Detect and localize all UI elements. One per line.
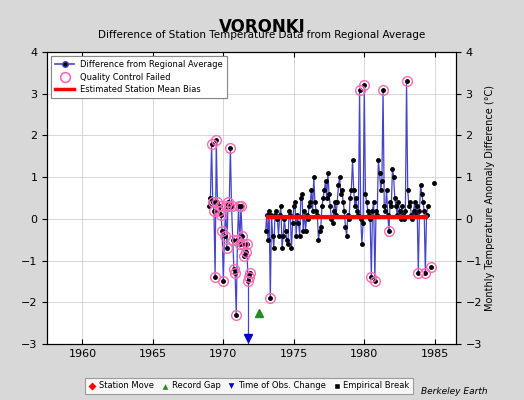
Y-axis label: Monthly Temperature Anomaly Difference (°C): Monthly Temperature Anomaly Difference (… [485,85,495,311]
Text: Difference of Station Temperature Data from Regional Average: Difference of Station Temperature Data f… [99,30,425,40]
Text: VORONKI: VORONKI [219,18,305,36]
Legend: Station Move, Record Gap, Time of Obs. Change, Empirical Break: Station Move, Record Gap, Time of Obs. C… [85,378,413,394]
Legend: Difference from Regional Average, Quality Control Failed, Estimated Station Mean: Difference from Regional Average, Qualit… [51,56,227,98]
Text: Berkeley Earth: Berkeley Earth [421,387,487,396]
